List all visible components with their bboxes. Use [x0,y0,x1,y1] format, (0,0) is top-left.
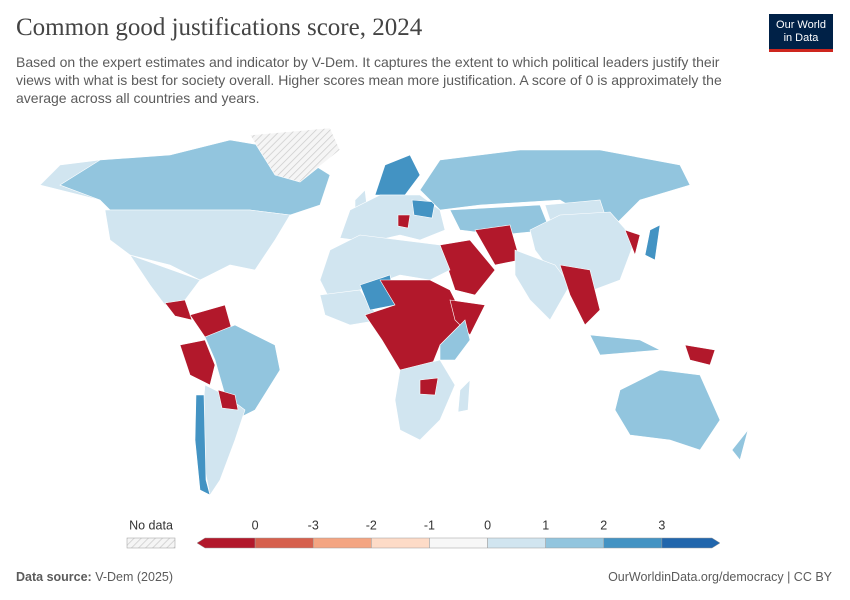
source: Data source: V-Dem (2025) [16,570,173,584]
subtitle: Based on the expert estimates and indica… [16,54,722,106]
legend-swatch [603,537,663,549]
legend-swatch [545,537,605,549]
logo[interactable]: Our World in Data [769,14,833,52]
no-data-label: No data [129,518,173,532]
legend-swatch [487,537,546,549]
legend-swatch [196,537,256,549]
legend: 0 -3 -2 -1 0 1 2 3 [196,518,721,549]
map: No data 0 -3 -2 -1 0 1 2 3 [39,127,749,549]
legend-swatch [661,537,721,549]
legend-tick-label: 2 [600,518,607,532]
legend-swatch [312,537,372,549]
legend-tick-label: 1 [542,518,549,532]
legend-swatch [371,537,430,549]
no-data-swatch [126,537,176,549]
title: Common good justifications score, 2024 [16,14,423,41]
legend-tick-label: -1 [424,518,435,532]
legend-swatch [429,537,488,549]
countries [39,127,749,496]
legend-tick-label: 0 [484,518,491,532]
url[interactable]: OurWorldinData.org/democracy | CC BY [608,570,832,584]
legend-tick-label: 0 [252,518,259,532]
source-label: Data source: [16,570,92,584]
logo-line: Our World [776,19,826,31]
logo-line: in Data [783,32,819,44]
legend-tick-label: -3 [308,518,319,532]
source-text: V-Dem (2025) [95,570,174,584]
legend-swatch [254,537,314,549]
legend-tick-label: -2 [366,518,377,532]
legend-tick-label: 3 [658,518,665,532]
